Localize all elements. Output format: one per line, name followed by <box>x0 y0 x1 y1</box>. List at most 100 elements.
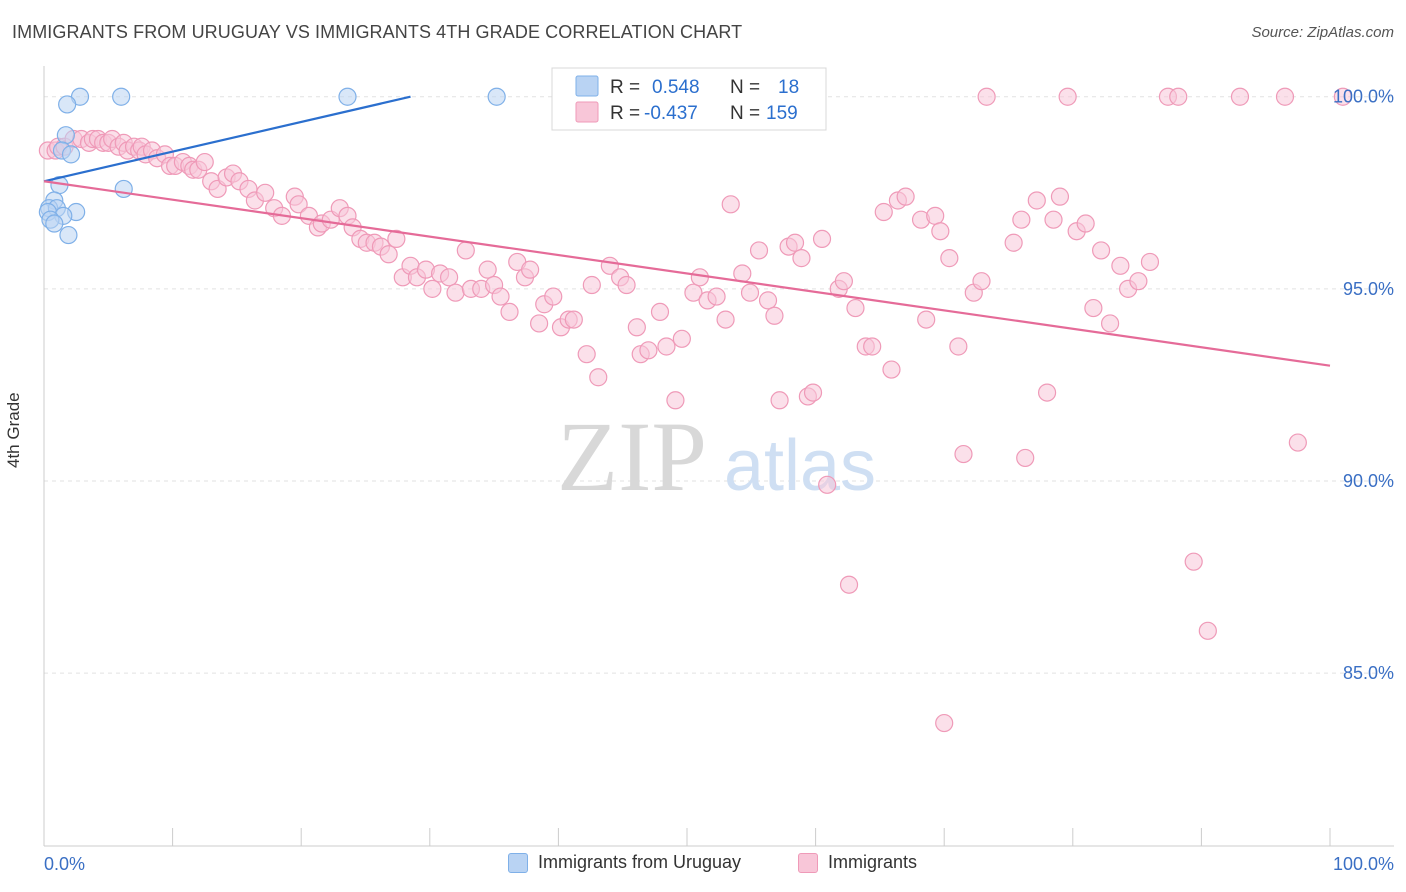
stats-r-label-2: R = <box>610 103 640 124</box>
point-immigrants-92 <box>690 268 709 287</box>
point-immigrants-95 <box>716 310 735 329</box>
stats-n-value-2: 159 <box>766 103 798 124</box>
point-immigrants-68 <box>500 302 519 322</box>
point-immigrants-36 <box>256 183 275 202</box>
point-immigrants-96 <box>721 195 740 214</box>
point-immigrants-105 <box>792 249 811 268</box>
point-immigrants-112 <box>839 575 859 594</box>
point-immigrants-154 <box>1333 87 1352 106</box>
point-immigrants-28 <box>195 152 214 172</box>
point-immigrants-149 <box>1184 552 1203 571</box>
stats-n-label-2: N = <box>730 103 760 124</box>
point-immigrants-152 <box>1275 87 1295 106</box>
point-immigrants-131 <box>1012 210 1031 229</box>
legend-item-uruguay[interactable]: Immigrants from Uruguay <box>508 852 741 873</box>
point-immigrants-71 <box>521 260 540 279</box>
stats-legend-swatch-uruguay <box>575 75 599 97</box>
point-uruguay-17 <box>45 214 64 233</box>
y-tick-label-3: 85.0% <box>1343 663 1394 683</box>
trend-lines <box>43 95 1331 367</box>
point-immigrants-60 <box>439 268 459 287</box>
stats-legend: R = 0.548 N = 18 R = -0.437 N = 159 <box>551 67 827 131</box>
x-tick-label-max: 100.0% <box>1333 854 1394 874</box>
stats-legend-swatch-immigrants <box>575 101 599 123</box>
point-immigrants-145 <box>1129 272 1148 291</box>
point-uruguay-2 <box>338 87 357 106</box>
point-immigrants-58 <box>423 279 442 298</box>
point-immigrants-124 <box>940 249 959 268</box>
legend-swatch-immigrants <box>798 852 818 873</box>
point-immigrants-77 <box>564 310 583 329</box>
point-immigrants-135 <box>1044 210 1063 229</box>
chart-title: IMMIGRANTS FROM URUGUAY VS IMMIGRANTS 4T… <box>12 22 743 42</box>
point-immigrants-142 <box>1100 314 1120 333</box>
point-uruguay-3 <box>487 87 506 106</box>
stats-r-label-1: R = <box>610 77 640 98</box>
stats-r-value-2: -0.437 <box>644 103 698 124</box>
point-immigrants-146 <box>1140 252 1160 272</box>
stats-r-value-1: 0.548 <box>652 77 700 98</box>
point-immigrants-140 <box>1084 298 1103 318</box>
axes <box>43 66 1394 847</box>
point-immigrants-101 <box>765 306 784 325</box>
point-uruguay-7 <box>61 145 81 164</box>
point-immigrants-150 <box>1198 621 1217 640</box>
y-tick-label-2: 90.0% <box>1343 471 1394 491</box>
point-immigrants-83 <box>617 275 636 295</box>
point-immigrants-129 <box>977 87 996 106</box>
point-immigrants-40 <box>289 195 308 214</box>
point-immigrants-119 <box>896 187 915 206</box>
point-immigrants-91 <box>684 283 703 302</box>
legend-label-uruguay: Immigrants from Uruguay <box>538 852 742 872</box>
point-immigrants-122 <box>926 206 945 225</box>
stats-n-label-1: N = <box>730 77 760 98</box>
stats-n-value-1: 18 <box>778 77 799 98</box>
point-immigrants-153 <box>1288 433 1307 452</box>
point-immigrants-89 <box>666 391 685 410</box>
point-immigrants-113 <box>846 298 865 318</box>
x-tick-labels: 0.0% 100.0% <box>44 854 1394 874</box>
point-immigrants-87 <box>650 302 670 322</box>
point-immigrants-86 <box>639 341 658 360</box>
y-tick-labels: 100.0% 95.0% 90.0% 85.0% <box>1333 87 1394 683</box>
point-immigrants-109 <box>818 475 837 494</box>
point-immigrants-111 <box>834 272 853 291</box>
point-immigrants-107 <box>803 383 823 402</box>
point-immigrants-126 <box>954 444 973 464</box>
bottom-legend: Immigrants from Uruguay Immigrants <box>0 852 1406 878</box>
point-uruguay-8 <box>114 179 133 199</box>
point-uruguay-4 <box>58 95 77 114</box>
legend-item-immigrants[interactable]: Immigrants <box>798 852 917 873</box>
point-immigrants-79 <box>582 275 601 295</box>
point-immigrants-133 <box>1027 191 1046 210</box>
point-immigrants-99 <box>749 241 769 260</box>
point-immigrants-143 <box>1111 256 1130 275</box>
legend-swatch-uruguay <box>508 852 528 873</box>
point-immigrants-108 <box>812 229 832 249</box>
point-immigrants-123 <box>931 222 950 241</box>
point-immigrants-61 <box>446 283 465 302</box>
point-immigrants-139 <box>1076 214 1095 233</box>
point-immigrants-151 <box>1230 87 1250 106</box>
series-uruguay <box>38 87 506 245</box>
trend-line-uruguay <box>43 95 411 183</box>
point-immigrants-97 <box>733 264 752 283</box>
trend-line-immigrants <box>43 180 1331 367</box>
point-immigrants-132 <box>1016 448 1035 468</box>
point-immigrants-65 <box>478 260 497 279</box>
point-immigrants-62 <box>456 241 475 260</box>
point-immigrants-78 <box>577 345 596 364</box>
point-immigrants-90 <box>672 329 691 348</box>
point-immigrants-148 <box>1169 87 1188 106</box>
point-uruguay-1 <box>112 87 131 106</box>
point-uruguay-18 <box>59 225 78 245</box>
point-immigrants-104 <box>785 233 805 252</box>
legend-label-immigrants: Immigrants <box>828 852 918 872</box>
point-immigrants-115 <box>863 337 882 356</box>
point-immigrants-72 <box>530 314 549 333</box>
watermark-atlas: atlas <box>724 426 876 506</box>
point-immigrants-130 <box>1004 233 1023 252</box>
point-immigrants-136 <box>1050 187 1070 206</box>
point-immigrants-53 <box>387 229 406 249</box>
